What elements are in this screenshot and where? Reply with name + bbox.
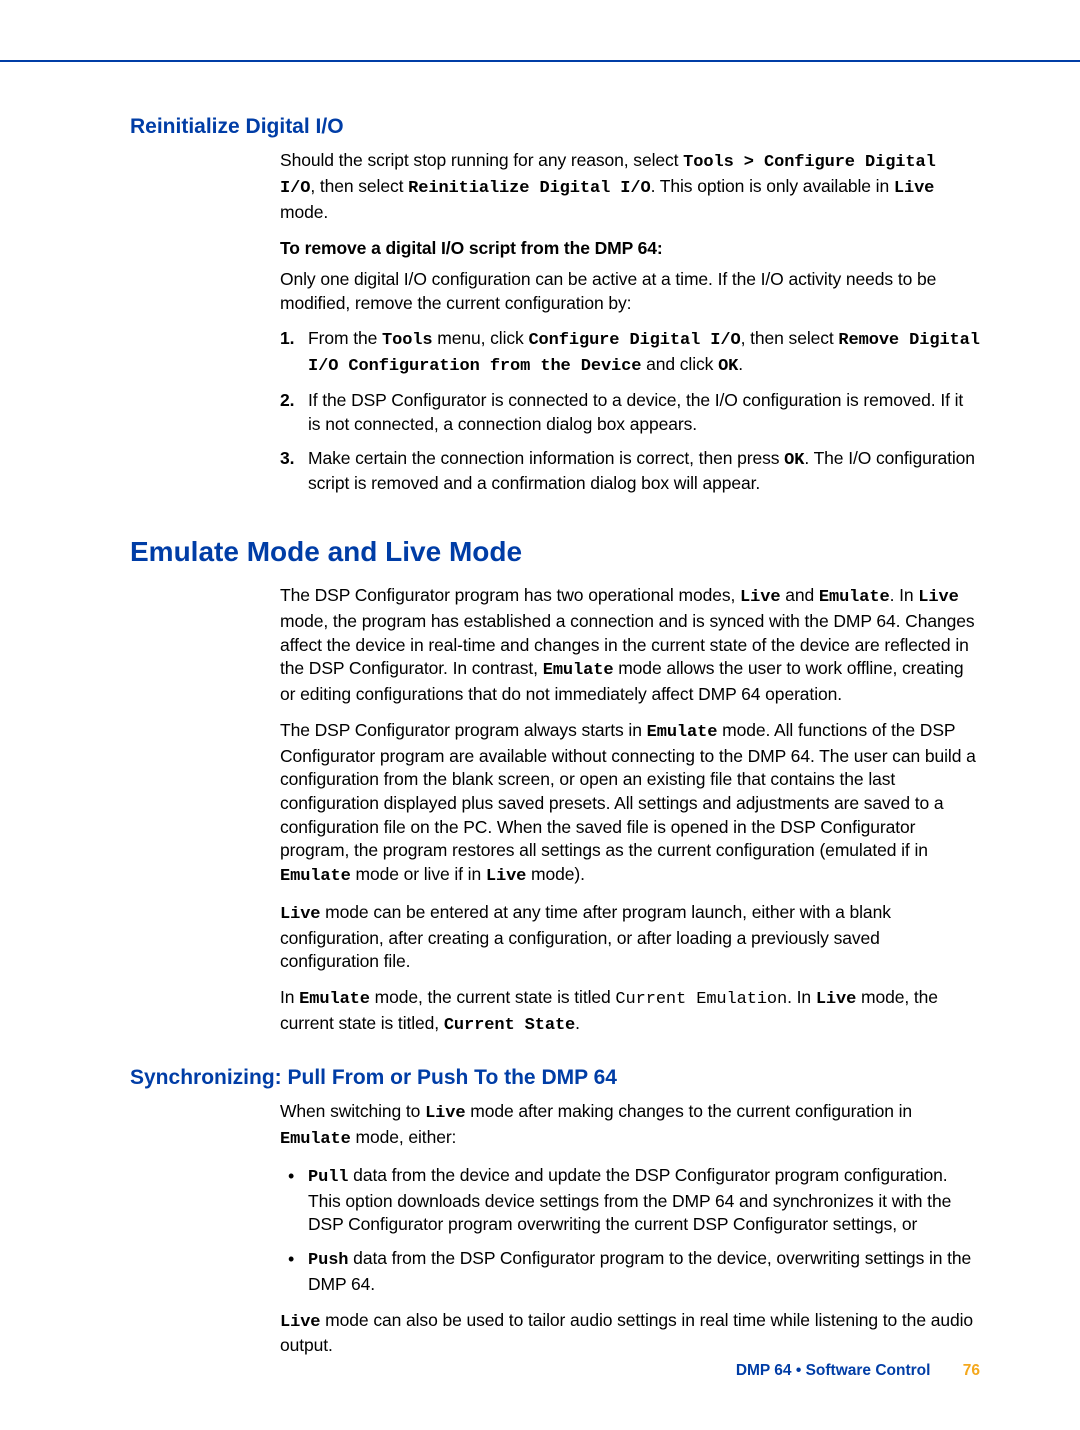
- text: Make certain the connection information …: [308, 448, 784, 468]
- step-num: 3.: [280, 447, 294, 471]
- heading-emulate-live: Emulate Mode and Live Mode: [130, 536, 980, 568]
- text: and click: [641, 354, 718, 374]
- code: Live: [486, 867, 526, 886]
- text: In: [280, 987, 299, 1007]
- code: Push: [308, 1251, 348, 1270]
- code: Configure Digital I/O: [528, 331, 740, 350]
- para: Live mode can be entered at any time aft…: [280, 901, 980, 974]
- bullet-list: Pull data from the device and update the…: [280, 1164, 980, 1297]
- section-reinitialize: Should the script stop running for any r…: [280, 149, 980, 496]
- text: mode can be entered at any time after pr…: [280, 902, 891, 972]
- text: . This option is only available in: [651, 176, 894, 196]
- step-num: 1.: [280, 327, 294, 351]
- code: Live: [816, 990, 856, 1009]
- para: In Emulate mode, the current state is ti…: [280, 986, 980, 1038]
- para: Live mode can also be used to tailor aud…: [280, 1309, 980, 1359]
- code: Emulate: [647, 723, 718, 742]
- text: data from the DSP Configurator program t…: [308, 1248, 971, 1294]
- text: The DSP Configurator program has two ope…: [280, 585, 740, 605]
- code: Live: [918, 588, 958, 607]
- text: When switching to: [280, 1101, 425, 1121]
- heading-reinitialize: Reinitialize Digital I/O: [130, 115, 980, 139]
- text: .: [738, 354, 743, 374]
- text: . In: [787, 987, 816, 1007]
- footer-page-number: 76: [963, 1362, 980, 1379]
- text: mode after making changes to the current…: [466, 1101, 913, 1121]
- code: Pull: [308, 1168, 348, 1187]
- page-content: Reinitialize Digital I/O Should the scri…: [130, 115, 980, 1358]
- para: Only one digital I/O configuration can b…: [280, 268, 980, 315]
- code: Current State: [444, 1016, 575, 1035]
- code: Emulate: [543, 661, 614, 680]
- code: Emulate: [819, 588, 890, 607]
- para: The DSP Configurator program has two ope…: [280, 584, 980, 707]
- text: From the: [308, 328, 382, 348]
- text: and: [780, 585, 818, 605]
- subheading-remove-script: To remove a digital I/O script from the …: [280, 237, 980, 261]
- section-synchronizing: When switching to Live mode after making…: [280, 1100, 980, 1358]
- para: Should the script stop running for any r…: [280, 149, 980, 225]
- code: Live: [425, 1104, 465, 1123]
- code: Live: [280, 905, 320, 924]
- code: OK: [784, 451, 804, 470]
- text: menu, click: [433, 328, 529, 348]
- text: mode, either:: [351, 1127, 457, 1147]
- code: OK: [718, 357, 738, 376]
- text: mode.: [280, 202, 328, 222]
- code: Emulate: [280, 867, 351, 886]
- footer-title: DMP 64 • Software Control: [736, 1362, 931, 1379]
- step-num: 2.: [280, 389, 294, 413]
- text: Should the script stop running for any r…: [280, 150, 683, 170]
- text: data from the device and update the DSP …: [308, 1165, 951, 1235]
- code: Emulate: [280, 1130, 351, 1149]
- code: Tools: [382, 331, 433, 350]
- text: , then select: [310, 176, 408, 196]
- step-3: 3. Make certain the connection informati…: [280, 447, 980, 497]
- top-rule: [0, 60, 1080, 62]
- text: The DSP Configurator program always star…: [280, 720, 647, 740]
- text: . In: [890, 585, 919, 605]
- bullet-pull: Pull data from the device and update the…: [280, 1164, 980, 1237]
- para: The DSP Configurator program always star…: [280, 719, 980, 889]
- page-footer: DMP 64 • Software Control 76: [736, 1362, 980, 1380]
- text: If the DSP Configurator is connected to …: [308, 390, 963, 434]
- code: Live: [894, 179, 934, 198]
- text: mode or live if in: [351, 864, 486, 884]
- text: .: [575, 1013, 580, 1033]
- step-2: 2. If the DSP Configurator is connected …: [280, 389, 980, 436]
- ordered-steps: 1. From the Tools menu, click Configure …: [280, 327, 980, 496]
- text: , then select: [741, 328, 839, 348]
- para: When switching to Live mode after making…: [280, 1100, 980, 1152]
- code: Emulate: [299, 990, 370, 1009]
- bullet-push: Push data from the DSP Configurator prog…: [280, 1247, 980, 1297]
- section-emulate-live: The DSP Configurator program has two ope…: [280, 584, 980, 1038]
- text: mode can also be used to tailor audio se…: [280, 1310, 973, 1356]
- text: mode. All functions of the DSP Configura…: [280, 720, 976, 860]
- code: Live: [740, 588, 780, 607]
- code: Current Emulation: [615, 990, 787, 1009]
- page: Reinitialize Digital I/O Should the scri…: [0, 0, 1080, 1430]
- heading-synchronizing: Synchronizing: Pull From or Push To the …: [130, 1066, 980, 1090]
- text: mode).: [526, 864, 585, 884]
- code: Reinitialize Digital I/O: [408, 179, 650, 198]
- step-1: 1. From the Tools menu, click Configure …: [280, 327, 980, 379]
- code: Live: [280, 1313, 320, 1332]
- text: mode, the current state is titled: [370, 987, 616, 1007]
